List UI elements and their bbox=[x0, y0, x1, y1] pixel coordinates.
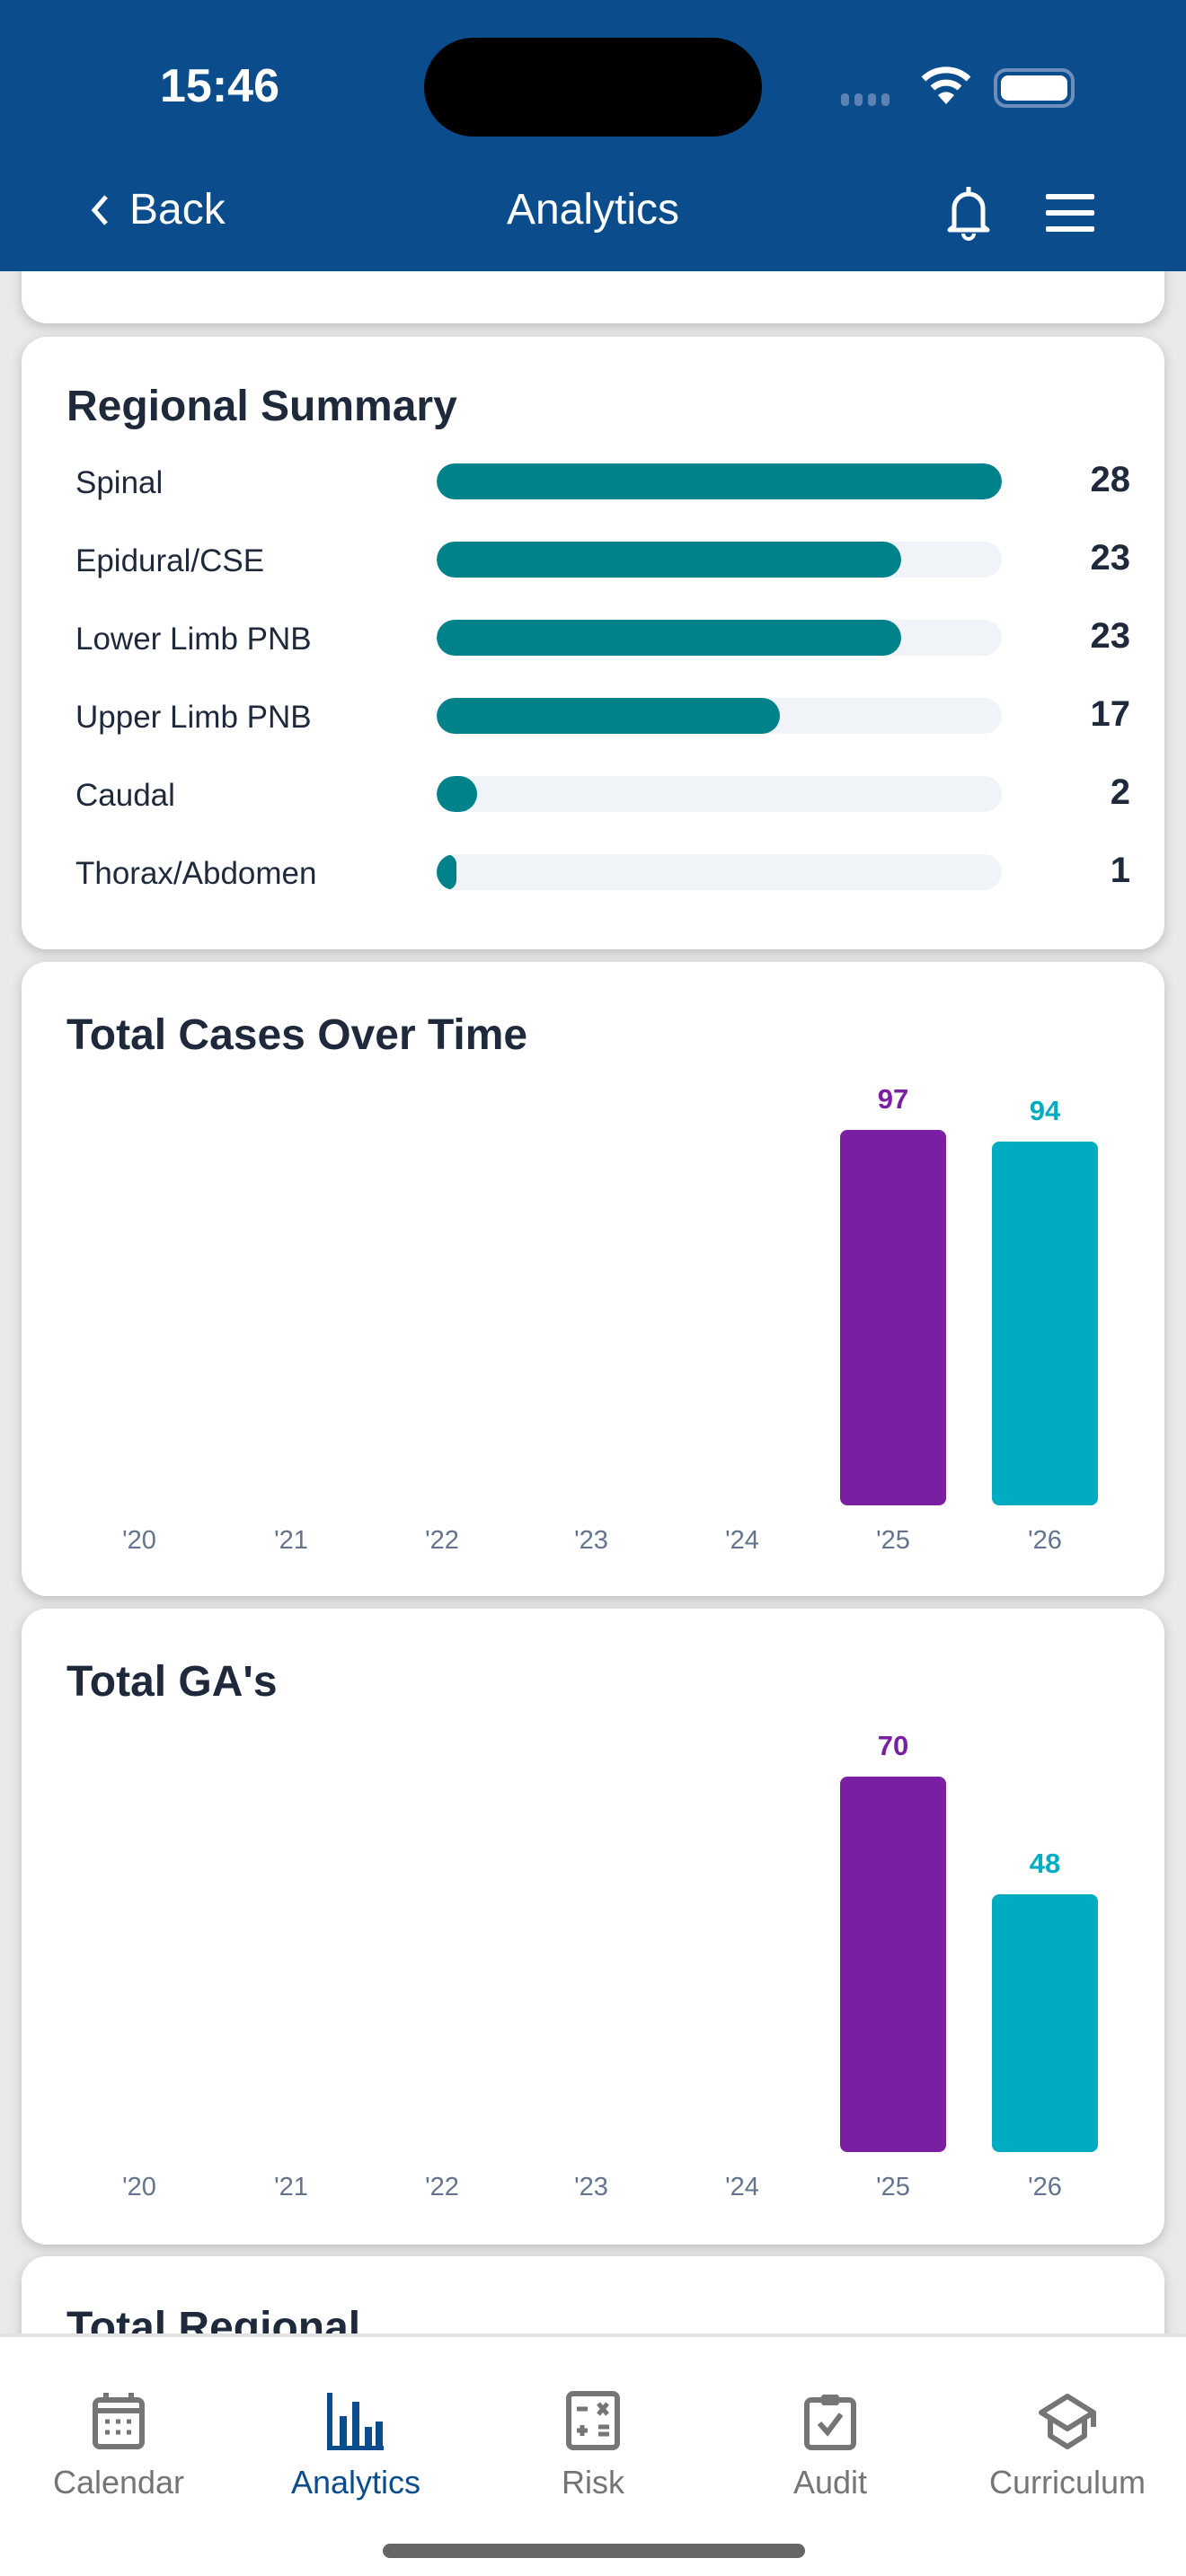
row-label: Epidural/CSE bbox=[75, 543, 265, 578]
x-tick-label: '20 bbox=[122, 1526, 156, 1555]
x-tick-label: '22 bbox=[425, 1526, 459, 1555]
progress-fill bbox=[437, 698, 780, 734]
progress-track bbox=[437, 776, 1002, 812]
progress-fill bbox=[437, 463, 1002, 499]
bar bbox=[992, 1141, 1098, 1505]
battery-icon bbox=[994, 68, 1075, 108]
graduation-cap-icon bbox=[1039, 2394, 1096, 2449]
bell-icon[interactable] bbox=[943, 183, 994, 241]
regional-row: Lower Limb PNB 23 bbox=[22, 611, 1164, 665]
nav-label: Audit bbox=[792, 2464, 868, 2501]
status-time: 15:46 bbox=[160, 60, 279, 112]
x-tick-label: '21 bbox=[274, 1526, 308, 1555]
progress-fill bbox=[437, 542, 901, 578]
back-button[interactable]: Back bbox=[90, 185, 226, 234]
nav-curriculum[interactable]: Curriculum bbox=[949, 2391, 1186, 2501]
nav-audit[interactable]: Audit bbox=[712, 2391, 949, 2501]
data-label: 94 bbox=[1029, 1094, 1061, 1126]
row-label: Lower Limb PNB bbox=[75, 622, 312, 657]
signal-icon bbox=[841, 93, 890, 106]
regional-row: Spinal 28 bbox=[22, 454, 1164, 508]
regional-row: Thorax/Abdomen 1 bbox=[22, 845, 1164, 899]
bar bbox=[840, 1130, 946, 1505]
row-label: Upper Limb PNB bbox=[75, 700, 312, 735]
data-label: 48 bbox=[1029, 1848, 1061, 1880]
x-tick-label: '26 bbox=[1028, 1526, 1062, 1555]
calendar-icon bbox=[93, 2393, 145, 2449]
dynamic-island bbox=[424, 38, 762, 137]
card-title: Total Cases Over Time bbox=[66, 1011, 528, 1059]
regional-summary-card: Regional Summary Spinal 28 Epidural/CSE 2… bbox=[22, 337, 1164, 949]
progress-fill bbox=[437, 776, 477, 812]
row-label: Caudal bbox=[75, 778, 175, 813]
nav-analytics[interactable]: Analytics bbox=[237, 2391, 474, 2501]
progress-track bbox=[437, 542, 1002, 578]
wifi-icon bbox=[921, 66, 971, 104]
x-tick-label: '23 bbox=[574, 1526, 608, 1555]
progress-track bbox=[437, 854, 1002, 890]
nav-label: Calendar bbox=[52, 2464, 185, 2501]
x-tick-label: '26 bbox=[1028, 2173, 1062, 2201]
card-title: Total GA's bbox=[66, 1658, 278, 1706]
row-value: 2 bbox=[1110, 772, 1130, 812]
row-value: 23 bbox=[1090, 616, 1131, 656]
app-header: 15:46 Back Analytics bbox=[0, 0, 1186, 271]
progress-fill bbox=[437, 854, 457, 890]
regional-row: Upper Limb PNB 17 bbox=[22, 689, 1164, 743]
row-label: Thorax/Abdomen bbox=[75, 856, 317, 891]
nav-risk[interactable]: Risk bbox=[474, 2391, 712, 2501]
total-cases-card: Total Cases Over Time '20 '21 '22 '23 '24 '25… bbox=[22, 962, 1164, 1596]
data-label: 70 bbox=[877, 1730, 909, 1761]
progress-track bbox=[437, 698, 1002, 734]
calculator-icon bbox=[566, 2391, 620, 2450]
bottom-nav: Calendar Analytics Risk Audit Curriculum bbox=[0, 2333, 1186, 2576]
x-tick-label: '24 bbox=[725, 2173, 759, 2201]
menu-icon[interactable] bbox=[1046, 194, 1094, 243]
progress-track bbox=[437, 620, 1002, 656]
row-value: 23 bbox=[1090, 538, 1131, 578]
x-tick-label: '25 bbox=[876, 1526, 910, 1555]
row-value: 28 bbox=[1090, 460, 1131, 499]
row-label: Spinal bbox=[75, 465, 164, 500]
home-indicator[interactable] bbox=[383, 2544, 805, 2558]
total-gas-card: Total GA's '20 '21 '22 '23 '24 '25 70 '26 48 bbox=[22, 1609, 1164, 2245]
progress-track bbox=[437, 463, 1002, 499]
x-tick-label: '23 bbox=[574, 2173, 608, 2201]
nav-label: Risk bbox=[562, 2464, 624, 2501]
data-label: 97 bbox=[877, 1083, 909, 1115]
back-label: Back bbox=[129, 186, 226, 234]
progress-fill bbox=[437, 620, 901, 656]
nav-label: Curriculum bbox=[988, 2464, 1146, 2501]
nav-label: Analytics bbox=[290, 2464, 421, 2501]
nav-calendar[interactable]: Calendar bbox=[0, 2391, 237, 2501]
card-title: Regional Summary bbox=[66, 383, 457, 430]
chevron-left-icon bbox=[91, 194, 108, 225]
bar bbox=[992, 1894, 1098, 2152]
regional-row: Epidural/CSE 23 bbox=[22, 533, 1164, 587]
regional-row: Caudal 2 bbox=[22, 767, 1164, 821]
x-tick-label: '20 bbox=[122, 2173, 156, 2201]
clipboard-check-icon bbox=[804, 2395, 856, 2450]
row-value: 1 bbox=[1110, 851, 1130, 890]
x-tick-label: '22 bbox=[425, 2173, 459, 2201]
bar-chart-icon bbox=[327, 2393, 384, 2451]
x-tick-label: '25 bbox=[876, 2173, 910, 2201]
row-value: 17 bbox=[1090, 694, 1131, 734]
x-tick-label: '24 bbox=[725, 1526, 759, 1555]
bar bbox=[840, 1777, 946, 2152]
x-tick-label: '21 bbox=[274, 2173, 308, 2201]
